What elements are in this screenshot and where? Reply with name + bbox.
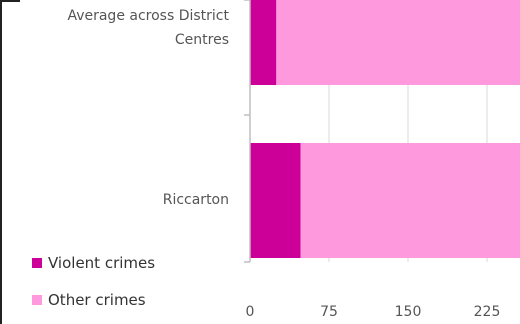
legend-label-violent: Violent crimes [48, 254, 156, 272]
image-border-top [0, 0, 20, 2]
bars [250, 0, 520, 258]
category-labels: Average across District Centres Riccarton [67, 8, 229, 208]
x-tick-labels: 075150225300375450 [246, 304, 501, 320]
legend-swatch-violent [32, 258, 42, 268]
category-label: Centres [175, 32, 229, 48]
x-tick-label: 150 [395, 304, 422, 320]
legend-label-other: Other crimes [48, 291, 146, 309]
legend-item-violent: Violent crimes [32, 254, 155, 272]
category-label: Riccarton [163, 192, 229, 208]
bar-violent-1 [250, 143, 301, 258]
x-tick-label: 0 [246, 304, 255, 320]
x-tick-label: 75 [320, 304, 338, 320]
x-tick-label: 225 [474, 304, 501, 320]
legend-swatch-other [32, 295, 42, 305]
bar-other-0 [276, 0, 520, 85]
category-label: Average across District [67, 8, 229, 24]
bar-other-1 [300, 143, 520, 258]
image-border-left [0, 0, 2, 324]
category-axis [244, 0, 251, 263]
legend-item-other: Other crimes [32, 291, 146, 309]
bar-violent-0 [250, 0, 277, 85]
